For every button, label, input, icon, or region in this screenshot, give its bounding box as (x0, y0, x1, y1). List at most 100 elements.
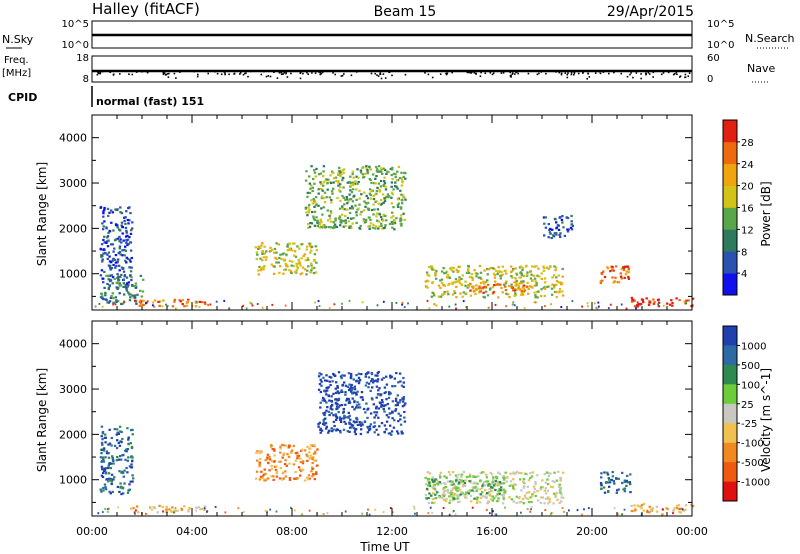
echo-cell (102, 459, 105, 462)
echo-cell (321, 213, 324, 216)
echo-cell (351, 173, 354, 176)
echo-cell (266, 453, 270, 456)
y-tick-label: 2000 (59, 428, 87, 441)
echo-cell (109, 479, 112, 482)
echo-cell (467, 492, 470, 495)
echo-cell (187, 298, 190, 301)
echo-cell (433, 487, 436, 490)
echo-cell (297, 466, 301, 469)
echo-cell (333, 223, 337, 226)
echo-cell (261, 242, 264, 245)
colorbar-swatch (723, 345, 737, 366)
echo-cell (298, 261, 301, 264)
echo-cell (335, 225, 339, 228)
echo-cell (349, 175, 352, 178)
echo-cell (362, 407, 366, 411)
echo-cell (111, 259, 114, 262)
echo-cell (500, 486, 503, 489)
echo-cell (326, 209, 329, 212)
echo-cell (133, 285, 136, 288)
echo-cell (288, 248, 291, 252)
echo-cell (311, 210, 314, 214)
date-title: 29/Apr/2015 (607, 4, 694, 20)
nave-point (244, 72, 246, 75)
echo-cell (499, 488, 502, 492)
echo-cell (352, 391, 356, 394)
echo-cell (224, 511, 227, 514)
echo-cell (102, 489, 105, 492)
echo-cell (622, 268, 626, 272)
echo-cell (130, 256, 133, 260)
echo-cell (476, 496, 479, 499)
echo-cell (339, 375, 343, 378)
echo-cell (338, 404, 342, 407)
echo-cell (431, 511, 434, 514)
echo-cell (255, 251, 259, 254)
echo-region (424, 475, 507, 500)
echo-cell (352, 217, 355, 220)
echo-cell (320, 188, 323, 191)
echo-cell (448, 275, 451, 278)
echo-cell (284, 444, 288, 447)
echo-cell (561, 275, 564, 278)
echo-cell (383, 180, 386, 183)
echo-cell (342, 171, 345, 174)
echo-cell (402, 212, 405, 215)
echo-cell (621, 471, 624, 474)
echo-cell (391, 411, 394, 414)
echo-cell (373, 421, 376, 424)
x-tick-label: 04:00 (176, 525, 208, 538)
freq-strip-frame (91, 55, 693, 83)
echo-cell (357, 176, 360, 179)
echo-cell (306, 191, 309, 194)
echo-cell (264, 459, 267, 462)
freq-unit: [MHz] (2, 68, 31, 79)
echo-cell (166, 304, 169, 307)
echo-cell (439, 286, 442, 289)
echo-cell (104, 507, 106, 510)
echo-cell (561, 290, 564, 293)
echo-cell (122, 270, 126, 273)
echo-cell (515, 283, 519, 286)
echo-cell (339, 207, 342, 210)
echo-cell (504, 272, 508, 275)
echo-cell (477, 276, 481, 279)
echo-cell (638, 505, 641, 508)
echo-cell (378, 425, 381, 428)
echo-cell (467, 285, 471, 288)
echo-cell (433, 303, 436, 306)
echo-cell (332, 171, 335, 175)
echo-cell (131, 227, 134, 230)
nave-point (573, 71, 576, 74)
echo-cell (344, 198, 347, 201)
echo-cell (286, 245, 289, 248)
echo-cell (501, 291, 504, 294)
nave-point (267, 75, 270, 77)
echo-cell (446, 488, 450, 491)
echo-cell (129, 507, 133, 510)
echo-cell (540, 277, 543, 280)
echo-cell (370, 380, 373, 383)
nave-point (509, 71, 512, 74)
echo-cell (327, 219, 330, 222)
echo-cell (363, 191, 366, 194)
nave-point (197, 73, 199, 76)
echo-cell (117, 286, 120, 289)
echo-cell (310, 184, 313, 187)
echo-cell (442, 507, 445, 509)
echo-cell (130, 276, 133, 279)
beam-title: Beam 15 (374, 4, 437, 20)
echo-cell (320, 429, 324, 432)
echo-cell (384, 391, 388, 394)
echo-cell (116, 485, 120, 488)
echo-cell (334, 217, 337, 220)
echo-cell (316, 219, 319, 222)
echo-cell (171, 305, 175, 308)
echo-cell (347, 372, 351, 375)
echo-cell (179, 300, 182, 303)
echo-cell (308, 456, 311, 460)
echo-cell (511, 303, 514, 306)
echo-cell (108, 462, 112, 465)
echo-cell (452, 492, 455, 495)
echo-cell (623, 487, 627, 490)
